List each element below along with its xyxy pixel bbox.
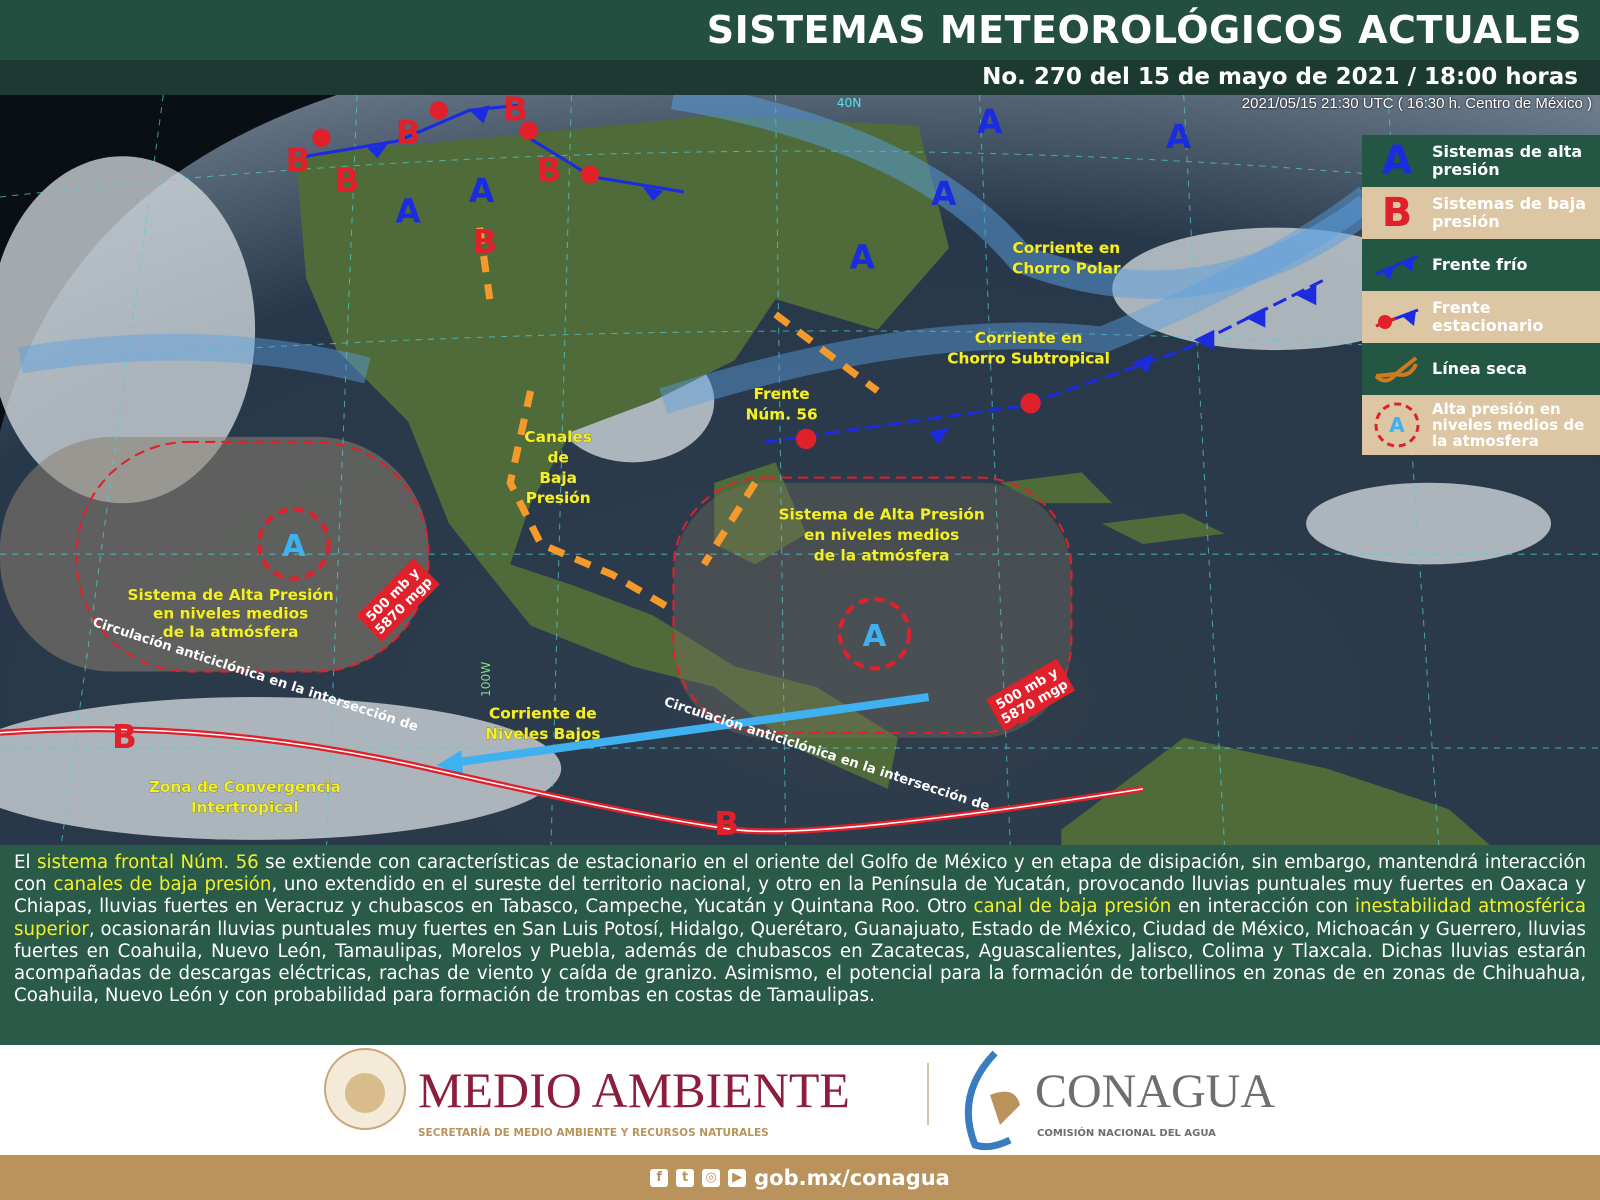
svg-text:A: A xyxy=(850,238,876,276)
grid-label-lat: 40N xyxy=(837,96,862,110)
website-link[interactable]: gob.mx/conagua xyxy=(754,1165,950,1190)
svg-text:A: A xyxy=(931,175,957,213)
conagua-logo: CONAGUA xyxy=(1035,1065,1275,1118)
image-timestamp: 2021/05/15 21:30 UTC ( 16:30 h. Centro d… xyxy=(1241,95,1592,112)
mid-level-high-icon: A xyxy=(1362,400,1432,450)
label-polar-jet-1: Corriente en xyxy=(1013,239,1121,257)
page-title: SISTEMAS METEOROLÓGICOS ACTUALES xyxy=(0,0,1600,60)
mid-high-east-symbol: A xyxy=(863,619,887,654)
legend-item-stationary-front: Frente estacionario xyxy=(1362,291,1600,343)
mexico-seal-icon xyxy=(324,1048,406,1130)
label-high-west-1: Sistema de Alta Presión xyxy=(128,586,334,604)
bulletin-text: El sistema frontal Núm. 56 se extiende c… xyxy=(0,845,1600,1045)
legend-item-cold-front: Frente frío xyxy=(1362,239,1600,291)
label-subtropical-jet-2: Chorro Subtropical xyxy=(947,349,1110,367)
issue-line: No. 270 del 15 de mayo de 2021 / 18:00 h… xyxy=(0,60,1600,95)
svg-text:B: B xyxy=(503,95,528,129)
logos-bar: MEDIO AMBIENTE SECRETARÍA DE MEDIO AMBIE… xyxy=(0,1045,1600,1155)
land xyxy=(295,115,1490,845)
label-low-level-jet-2: Niveles Bajos xyxy=(485,725,600,743)
label-high-west-3: de la atmósfera xyxy=(163,623,299,641)
youtube-icon[interactable]: ▶ xyxy=(728,1168,747,1187)
label-troughs-3: Baja xyxy=(539,469,577,487)
svg-text:B: B xyxy=(112,718,137,756)
warm-front-bumps xyxy=(312,101,1041,450)
label-front-2: Núm. 56 xyxy=(746,405,818,423)
logos: MEDIO AMBIENTE SECRETARÍA DE MEDIO AMBIE… xyxy=(324,1048,1275,1151)
svg-text:B: B xyxy=(714,805,739,843)
low-pressure-centers: BB BB BB BB xyxy=(112,95,739,843)
footer: f t ◎ ▶ gob.mx/conagua xyxy=(0,1155,1600,1200)
grid-label-lon: 100W xyxy=(479,662,493,697)
svg-text:A: A xyxy=(469,172,495,210)
stationary-front-56 xyxy=(765,277,1328,444)
mid-high-west-symbol: A xyxy=(282,529,306,564)
twitter-icon[interactable]: t xyxy=(676,1168,695,1187)
svg-text:A: A xyxy=(1166,118,1192,156)
label-front-1: Frente xyxy=(754,385,810,403)
dry-line-icon xyxy=(1362,352,1432,386)
subtropical-jet-stream xyxy=(18,186,1376,414)
legend-item-dry-line: Línea seca xyxy=(1362,343,1600,395)
facebook-icon[interactable]: f xyxy=(650,1168,669,1187)
conagua-subtitle: COMISIÓN NACIONAL DEL AGUA xyxy=(1037,1126,1216,1139)
instagram-icon[interactable]: ◎ xyxy=(702,1168,721,1187)
svg-text:B: B xyxy=(537,152,562,190)
svg-text:A: A xyxy=(1389,413,1405,437)
high-pressure-icon: A xyxy=(1381,138,1413,184)
trough-lines xyxy=(476,227,880,614)
satellite-map: 40N 100W xyxy=(0,95,1600,845)
svg-text:A: A xyxy=(396,193,422,231)
legend: A Sistemas de alta presión B Sistemas de… xyxy=(1362,135,1600,455)
label-high-east-3: de la atmósfera xyxy=(814,546,950,564)
label-high-west-2: en niveles medios xyxy=(153,604,308,622)
label-high-east-1: Sistema de Alta Presión xyxy=(779,505,985,523)
medio-ambiente-logo: MEDIO AMBIENTE xyxy=(418,1062,850,1118)
svg-text:B: B xyxy=(396,114,421,152)
cold-front-icon xyxy=(1362,250,1432,280)
label-low-level-jet-1: Corriente de xyxy=(489,704,597,722)
svg-text:B: B xyxy=(286,142,311,180)
map-canvas: 40N 100W xyxy=(0,95,1600,845)
label-high-east-2: en niveles medios xyxy=(804,526,959,544)
anticyclone-east xyxy=(672,476,1073,734)
svg-text:B: B xyxy=(472,223,497,261)
label-troughs-1: Canales xyxy=(524,428,591,446)
label-polar-jet-2: Chorro Polar xyxy=(1012,260,1121,278)
label-itcz-1: Zona de Convergencia xyxy=(149,778,341,796)
low-pressure-icon: B xyxy=(1381,190,1413,236)
anticyclone-west xyxy=(75,440,430,673)
label-itcz-2: Intertropical xyxy=(191,798,299,816)
low-level-jet xyxy=(448,692,930,768)
cold-front-teeth xyxy=(367,105,1317,444)
legend-item-low: B Sistemas de baja presión xyxy=(1362,187,1600,239)
conagua-emblem-icon xyxy=(964,1050,1020,1151)
label-troughs-2: de xyxy=(547,448,568,466)
svg-text:B: B xyxy=(334,162,359,200)
label-subtropical-jet-1: Corriente en xyxy=(975,329,1083,347)
low-level-jet-arrow xyxy=(436,750,464,777)
semarnat-subtitle: SECRETARÍA DE MEDIO AMBIENTE Y RECURSOS … xyxy=(418,1126,769,1139)
stationary-front-icon xyxy=(1362,302,1432,332)
label-troughs-4: Presión xyxy=(526,489,591,507)
polar-jet-stream xyxy=(671,95,1376,299)
legend-item-mid-level-high: A Alta presión en niveles medios de la a… xyxy=(1362,395,1600,455)
svg-text:A: A xyxy=(977,103,1003,141)
legend-item-high: A Sistemas de alta presión xyxy=(1362,135,1600,187)
